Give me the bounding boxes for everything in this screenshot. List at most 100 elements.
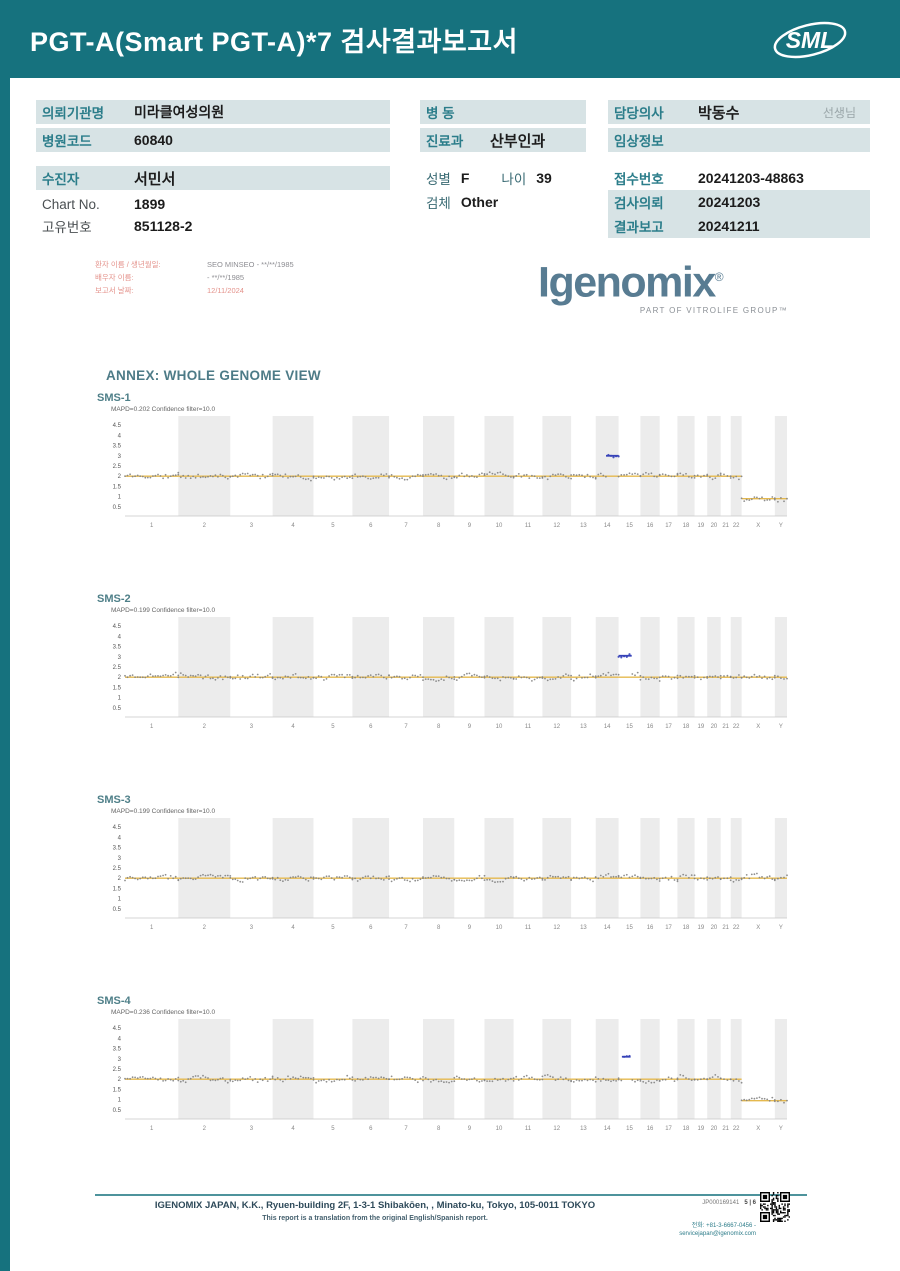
svg-text:8: 8: [437, 523, 441, 529]
footer-divider: [95, 1194, 807, 1196]
svg-text:0.5: 0.5: [113, 907, 122, 913]
field-value: 39: [536, 170, 552, 186]
chart-subtitle: MAPD=0.199 Confidence filter=10.0: [111, 808, 216, 815]
svg-text:1.5: 1.5: [113, 484, 122, 490]
igenomix-logo-text: Igenomix: [538, 258, 716, 307]
svg-text:4: 4: [118, 1036, 122, 1042]
svg-text:2.5: 2.5: [113, 1067, 122, 1073]
info-row-doctor: 담당의사 박동수 선생님: [608, 100, 870, 124]
svg-text:4: 4: [291, 1126, 295, 1132]
svg-text:10: 10: [496, 925, 503, 931]
info-row-report-date: 결과보고 20241211: [608, 214, 870, 238]
svg-text:12: 12: [553, 523, 560, 529]
chart-subtitle: MAPD=0.236 Confidence filter=10.0: [111, 1009, 216, 1016]
page-number: 5 | 6: [744, 1200, 756, 1206]
svg-text:10: 10: [496, 724, 503, 730]
svg-text:0.5: 0.5: [113, 1108, 122, 1114]
svg-text:14: 14: [604, 523, 611, 529]
field-label: Chart No.: [42, 196, 100, 212]
svg-text:19: 19: [698, 724, 705, 730]
svg-text:10: 10: [496, 1126, 503, 1132]
svg-text:19: 19: [698, 1126, 705, 1132]
field-label: 검체: [426, 196, 451, 211]
svg-text:Y: Y: [779, 925, 783, 931]
svg-text:X: X: [756, 724, 760, 730]
svg-text:22: 22: [733, 1126, 740, 1132]
svg-text:2: 2: [118, 474, 122, 480]
svg-text:15: 15: [626, 1126, 633, 1132]
patient-summary-block: 환자 이름 / 생년월일: SEO MINSEO - **/**/1985 배우…: [95, 258, 425, 297]
svg-text:1: 1: [118, 897, 122, 903]
chart-subtitle: MAPD=0.202 Confidence filter=10.0: [111, 406, 216, 413]
svg-text:2.5: 2.5: [113, 866, 122, 872]
svg-text:3: 3: [118, 454, 122, 460]
field-label: 검사의뢰: [614, 196, 664, 211]
svg-text:19: 19: [698, 523, 705, 529]
chart-title: SMS-4: [97, 995, 131, 1007]
svg-text:1: 1: [150, 523, 154, 529]
footer-email-link[interactable]: servicejapan@igenomix.com: [679, 1231, 756, 1237]
svg-text:3: 3: [250, 1126, 254, 1132]
svg-text:1: 1: [118, 495, 122, 501]
field-value: F: [460, 170, 470, 186]
svg-text:2.5: 2.5: [113, 665, 122, 671]
chart-sms-2: SMS-2 MAPD=0.199 Confidence filter=10.0 …: [95, 593, 800, 742]
svg-text:3: 3: [250, 724, 254, 730]
info-row-patient: 수진자 서민서: [36, 166, 390, 190]
chart-sms-3: SMS-3 MAPD=0.199 Confidence filter=10.0 …: [95, 794, 800, 943]
partner-name-row: 배우자 이름: - **/**/1985: [95, 271, 425, 284]
svg-text:Y: Y: [779, 523, 783, 529]
info-row-receipt-no: 접수번호 20241203-48863: [608, 166, 870, 190]
svg-text:4: 4: [291, 925, 295, 931]
svg-text:X: X: [756, 523, 760, 529]
svg-text:13: 13: [580, 724, 587, 730]
svg-text:13: 13: [580, 1126, 587, 1132]
igenomix-logo: Igenomix®: [538, 254, 790, 305]
qr-code: [760, 1192, 790, 1222]
svg-text:3: 3: [118, 1057, 122, 1063]
svg-text:12: 12: [553, 724, 560, 730]
svg-text:X: X: [756, 1126, 760, 1132]
info-row-clinic: 의뢰기관명 미라클여성의원: [36, 100, 390, 124]
svg-text:Y: Y: [779, 1126, 783, 1132]
info-row-chart-no: Chart No. 1899: [36, 192, 390, 216]
svg-text:13: 13: [580, 523, 587, 529]
footer-contact: 전화: +81-3-6667-0456 - servicejapan@igeno…: [640, 1222, 756, 1238]
field-label: 결과보고: [614, 220, 664, 235]
svg-text:4: 4: [291, 724, 295, 730]
svg-text:7: 7: [404, 724, 408, 730]
field-label: 의뢰기관명: [42, 106, 105, 121]
svg-text:17: 17: [665, 523, 672, 529]
footer-address: IGENOMIX JAPAN, K.K., Ryuen-building 2F,…: [154, 1200, 596, 1211]
svg-text:14: 14: [604, 1126, 611, 1132]
svg-text:17: 17: [665, 925, 672, 931]
svg-text:4: 4: [291, 523, 295, 529]
footer-phone: 전화: +81-3-6667-0456 -: [691, 1223, 756, 1229]
svg-text:2.5: 2.5: [113, 464, 122, 470]
report-date-row: 보고서 날짜: 12/11/2024: [95, 284, 425, 297]
report-date-value: 12/11/2024: [207, 286, 244, 295]
svg-text:2: 2: [203, 1126, 207, 1132]
svg-text:9: 9: [468, 925, 472, 931]
svg-text:4.5: 4.5: [113, 423, 122, 429]
svg-text:6: 6: [369, 925, 373, 931]
svg-text:2: 2: [203, 724, 207, 730]
svg-text:9: 9: [468, 1126, 472, 1132]
footer-doc-line: JP000169141 5 | 6: [672, 1200, 756, 1206]
field-value: 20241211: [698, 218, 760, 234]
field-value: 미라클여성의원: [134, 104, 225, 120]
svg-text:20: 20: [711, 724, 718, 730]
chart-title: SMS-2: [97, 593, 131, 605]
report-header: PGT-A(Smart PGT-A)*7 검사결과보고서 SML: [0, 0, 900, 78]
svg-text:1: 1: [118, 696, 122, 702]
registered-mark: ®: [714, 270, 724, 284]
svg-text:11: 11: [525, 724, 532, 730]
svg-text:18: 18: [683, 1126, 690, 1132]
genome-charts: SMS-1 MAPD=0.202 Confidence filter=10.0 …: [95, 392, 800, 1196]
sml-logo-text: SML: [786, 27, 835, 53]
field-label: 병원코드: [42, 134, 92, 149]
svg-text:4.5: 4.5: [113, 825, 122, 831]
svg-text:6: 6: [369, 1126, 373, 1132]
svg-text:6: 6: [369, 724, 373, 730]
info-row-request-date: 검사의뢰 20241203: [608, 190, 870, 214]
